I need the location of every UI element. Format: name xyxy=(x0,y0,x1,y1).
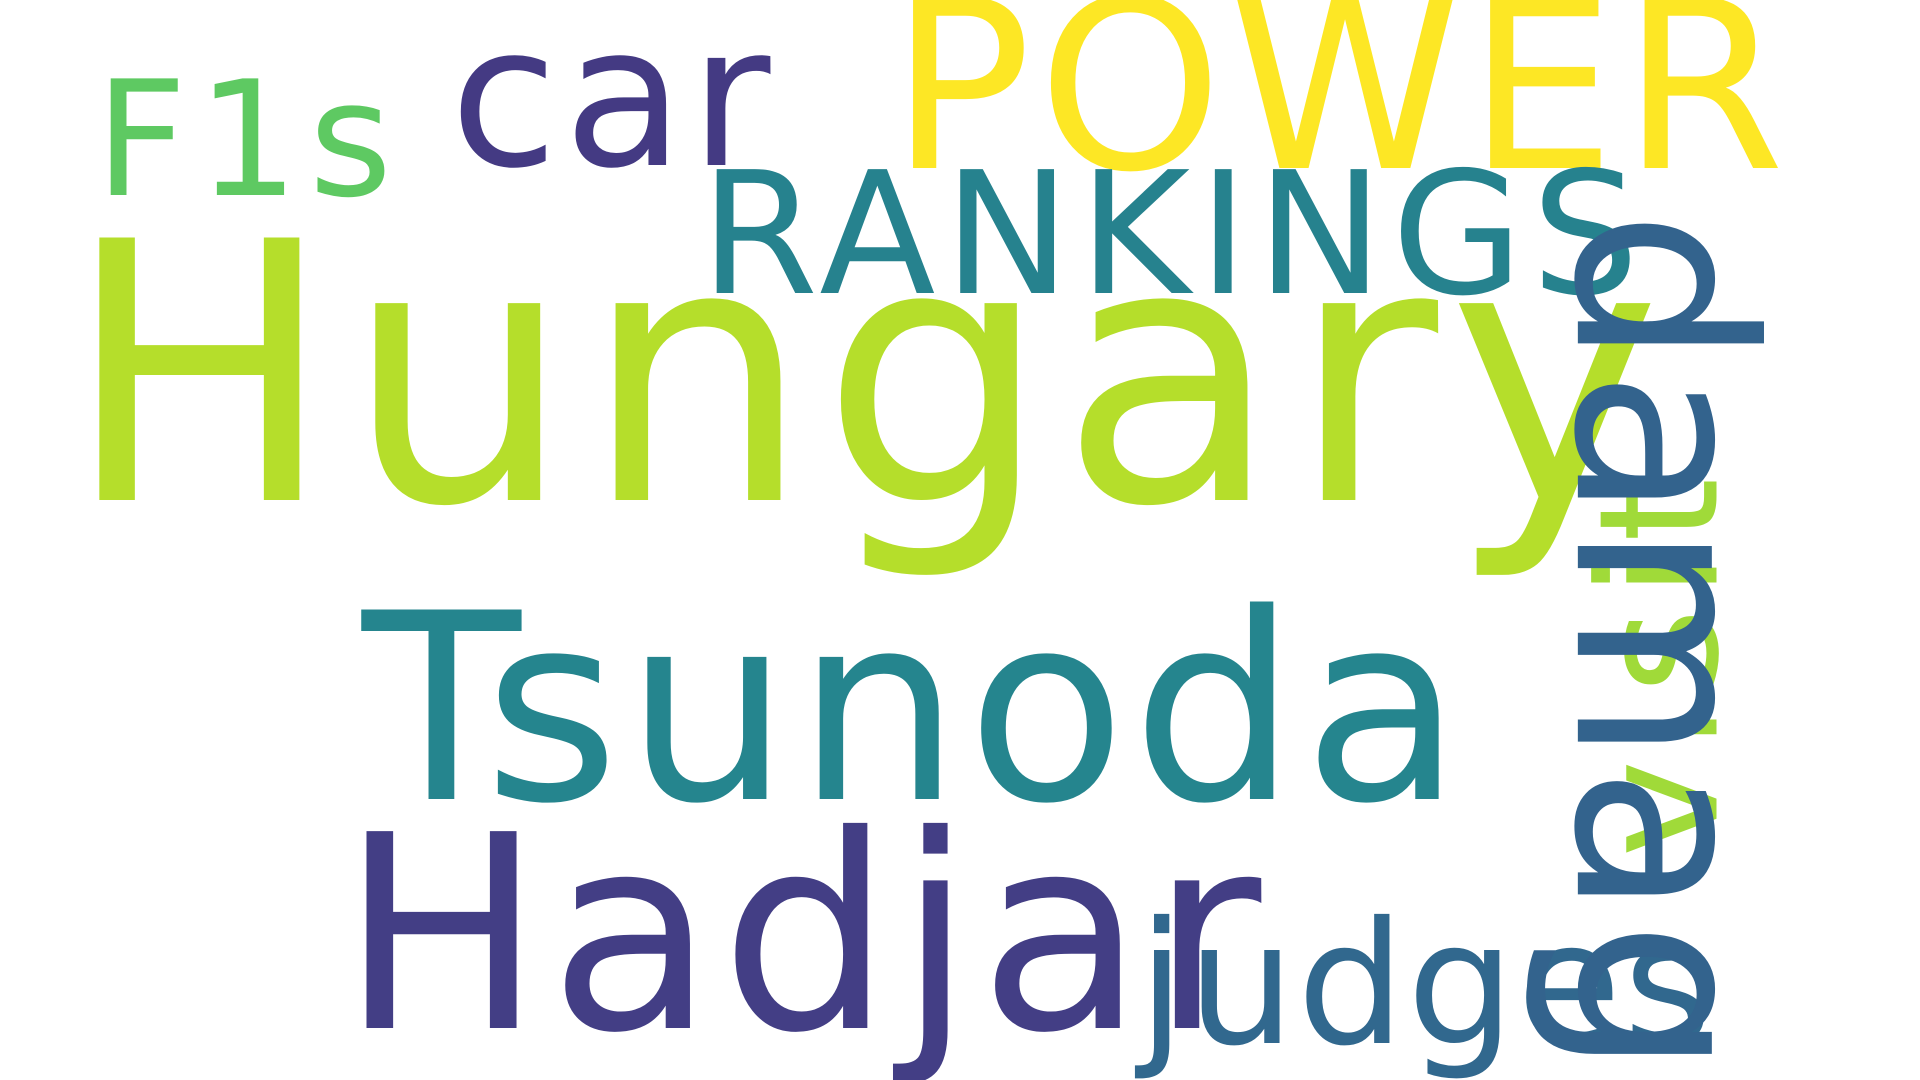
word-hadjar: Hadjar xyxy=(340,777,1268,1080)
word-damage: damage xyxy=(1519,210,1805,1080)
word-judges: judges xyxy=(1138,886,1714,1080)
word-hungary: Hungary xyxy=(64,166,1672,585)
word-power: POWER xyxy=(890,0,1791,224)
word-f1s: F1s xyxy=(95,46,403,233)
word-rankings: RANKINGS xyxy=(700,136,1648,334)
word-car: car xyxy=(450,0,777,212)
word-tsunoda: Tsunoda xyxy=(362,559,1469,861)
